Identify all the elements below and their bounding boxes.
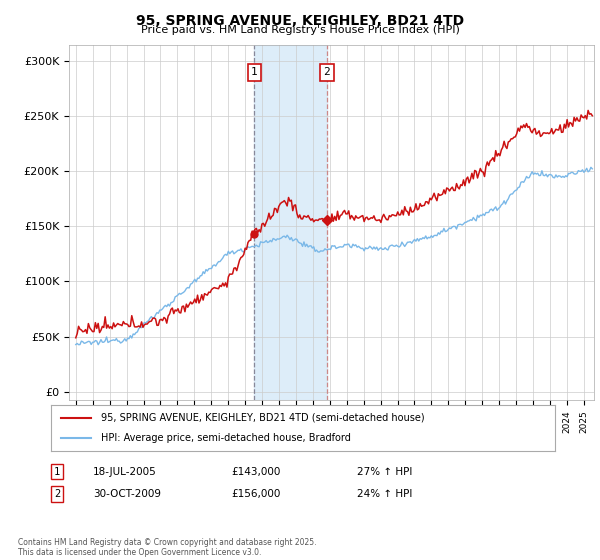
Text: Price paid vs. HM Land Registry's House Price Index (HPI): Price paid vs. HM Land Registry's House … [140,25,460,35]
Text: HPI: Average price, semi-detached house, Bradford: HPI: Average price, semi-detached house,… [101,433,351,443]
Text: 2: 2 [323,67,331,77]
Text: 95, SPRING AVENUE, KEIGHLEY, BD21 4TD (semi-detached house): 95, SPRING AVENUE, KEIGHLEY, BD21 4TD (s… [101,413,425,423]
Text: 24% ↑ HPI: 24% ↑ HPI [357,489,412,499]
Text: 18-JUL-2005: 18-JUL-2005 [93,466,157,477]
Text: £143,000: £143,000 [231,466,280,477]
Text: 1: 1 [54,466,60,477]
Text: 27% ↑ HPI: 27% ↑ HPI [357,466,412,477]
Text: 30-OCT-2009: 30-OCT-2009 [93,489,161,499]
Text: 1: 1 [251,67,257,77]
Text: 2: 2 [54,489,60,499]
Bar [254,45,327,400]
Text: Contains HM Land Registry data © Crown copyright and database right 2025.
This d: Contains HM Land Registry data © Crown c… [18,538,317,557]
Text: £156,000: £156,000 [231,489,280,499]
Text: 95, SPRING AVENUE, KEIGHLEY, BD21 4TD: 95, SPRING AVENUE, KEIGHLEY, BD21 4TD [136,14,464,28]
